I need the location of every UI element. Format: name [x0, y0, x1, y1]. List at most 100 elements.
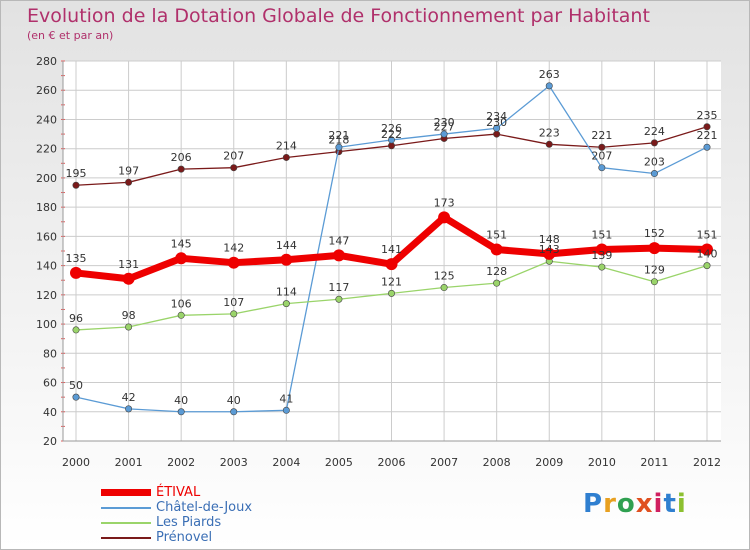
data-label-etival: 151 — [486, 229, 507, 242]
data-label-les-piards: 96 — [69, 312, 83, 325]
data-label-les-piards: 107 — [223, 296, 244, 309]
data-label-etival: 147 — [328, 234, 349, 247]
x-tick-label: 2001 — [115, 456, 143, 469]
data-point-chatel-de-joux — [230, 408, 238, 416]
data-point-chatel-de-joux — [335, 143, 343, 151]
legend: ÉTIVAL Châtel-de-Joux Les Piards Prénove… — [101, 485, 341, 545]
data-label-les-piards: 117 — [328, 281, 349, 294]
y-tick-label: 160 — [36, 230, 57, 243]
data-point-les-piards — [387, 289, 395, 297]
legend-label-chatel-de-joux: Châtel-de-Joux — [156, 500, 253, 515]
data-label-prenovel: 227 — [434, 120, 455, 133]
x-tick-label: 2006 — [378, 456, 406, 469]
chart-subtitle: (en € et par an) — [27, 29, 114, 42]
data-point-etival — [280, 253, 293, 266]
data-label-les-piards: 106 — [171, 297, 192, 310]
data-label-chatel-de-joux: 42 — [122, 391, 136, 404]
data-point-etival — [438, 211, 451, 224]
data-point-prenovel — [493, 130, 501, 138]
data-point-prenovel — [598, 143, 606, 151]
data-point-chatel-de-joux — [703, 143, 711, 151]
data-label-prenovel: 221 — [591, 129, 612, 142]
data-point-chatel-de-joux — [72, 393, 80, 401]
data-point-etival — [122, 272, 135, 285]
data-point-les-piards — [493, 279, 501, 287]
data-label-etival: 151 — [591, 229, 612, 242]
data-label-chatel-de-joux: 203 — [644, 156, 665, 169]
data-label-les-piards: 129 — [644, 264, 665, 277]
data-point-chatel-de-joux — [493, 124, 501, 132]
data-label-prenovel: 197 — [118, 164, 139, 177]
data-label-chatel-de-joux: 263 — [539, 68, 560, 81]
data-point-prenovel — [177, 165, 185, 173]
x-tick-label: 2005 — [325, 456, 353, 469]
logo-letter: P — [583, 489, 604, 519]
y-tick-label: 40 — [43, 406, 57, 419]
logo-letter: x — [635, 489, 654, 519]
legend-label-prenovel: Prénovel — [156, 530, 213, 545]
data-label-chatel-de-joux: 221 — [328, 129, 349, 142]
data-point-chatel-de-joux — [282, 406, 290, 414]
data-point-chatel-de-joux — [545, 82, 553, 90]
data-point-chatel-de-joux — [650, 170, 658, 178]
data-point-chatel-de-joux — [387, 136, 395, 144]
data-point-etival — [227, 256, 240, 269]
data-label-les-piards: 121 — [381, 275, 402, 288]
logo-letter: r — [603, 489, 617, 519]
x-tick-label: 2008 — [483, 456, 511, 469]
data-point-prenovel — [230, 164, 238, 172]
data-label-etival: 145 — [171, 237, 192, 250]
data-point-etival — [701, 243, 713, 256]
data-label-etival: 151 — [697, 229, 718, 242]
data-label-etival: 148 — [539, 233, 560, 246]
data-point-prenovel — [125, 178, 133, 186]
y-tick-label: 60 — [43, 377, 57, 390]
data-point-etival — [385, 258, 398, 271]
data-point-etival — [490, 243, 503, 256]
data-label-chatel-de-joux: 50 — [69, 379, 83, 392]
legend-item-les-piards: Les Piards — [101, 515, 341, 530]
data-point-les-piards — [703, 262, 711, 270]
x-tick-label: 2009 — [535, 456, 563, 469]
legend-swatch-chatel-de-joux — [101, 507, 151, 509]
y-tick-label: 120 — [36, 289, 57, 302]
legend-item-prenovel: Prénovel — [101, 530, 341, 545]
logo-letter: o — [616, 489, 636, 519]
data-point-etival — [543, 247, 556, 260]
data-label-chatel-de-joux: 40 — [227, 394, 241, 407]
data-label-chatel-de-joux: 226 — [381, 122, 402, 135]
data-label-prenovel: 224 — [644, 125, 665, 138]
data-point-chatel-de-joux — [440, 130, 448, 138]
data-point-etival — [70, 266, 82, 279]
data-point-les-piards — [440, 284, 448, 292]
y-tick-label: 140 — [36, 260, 57, 273]
data-point-les-piards — [282, 300, 290, 308]
data-label-etival: 144 — [276, 239, 297, 252]
data-label-prenovel: 207 — [223, 150, 244, 163]
data-label-prenovel: 223 — [539, 126, 560, 139]
data-point-les-piards — [125, 323, 133, 331]
x-tick-label: 2000 — [62, 456, 90, 469]
data-label-chatel-de-joux: 221 — [697, 129, 718, 142]
data-label-prenovel: 235 — [697, 109, 718, 122]
y-tick-label: 80 — [43, 347, 57, 360]
data-label-chatel-de-joux: 40 — [174, 394, 188, 407]
data-label-prenovel: 214 — [276, 139, 297, 152]
data-point-etival — [595, 243, 608, 256]
data-point-etival — [648, 242, 661, 255]
data-point-les-piards — [335, 295, 343, 303]
legend-swatch-prenovel — [101, 537, 151, 539]
data-label-les-piards: 139 — [591, 249, 612, 262]
data-label-les-piards: 98 — [122, 309, 136, 322]
legend-label-les-piards: Les Piards — [156, 515, 222, 530]
x-tick-label: 2003 — [220, 456, 248, 469]
x-tick-label: 2010 — [588, 456, 616, 469]
legend-label-etival: ÉTIVAL — [156, 485, 201, 500]
data-label-prenovel: 230 — [486, 116, 507, 129]
data-label-chatel-de-joux: 41 — [279, 392, 293, 405]
legend-item-chatel-de-joux: Châtel-de-Joux — [101, 500, 341, 515]
data-label-prenovel: 218 — [328, 134, 349, 147]
data-label-chatel-de-joux: 230 — [434, 116, 455, 129]
data-label-les-piards: 140 — [697, 248, 718, 261]
